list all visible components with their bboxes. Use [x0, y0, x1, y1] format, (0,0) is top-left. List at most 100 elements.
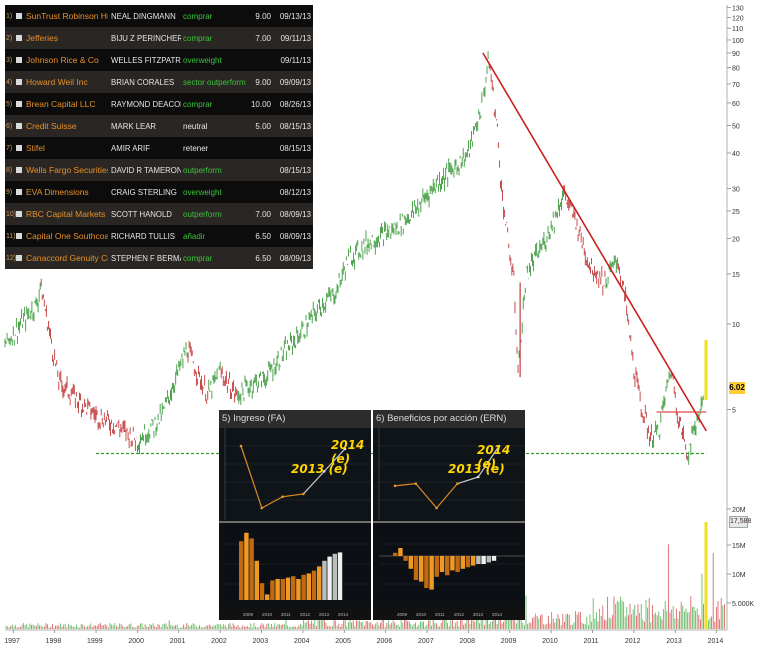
- inset-bar: [450, 556, 455, 571]
- rating-text: overweight: [183, 187, 222, 197]
- inset-bar: [301, 574, 306, 600]
- inset-bar: [408, 556, 414, 569]
- revenue-inset-chart: 2009 2010 2011 2012 2013 2014: [219, 428, 371, 617]
- price-tick-label: 110: [732, 26, 743, 33]
- rating-index: 9): [6, 188, 13, 196]
- inset-bar: [439, 556, 445, 572]
- firm-name: SunTrust Robinson Humphrey: [26, 11, 108, 21]
- inset-x-tick: 2009: [243, 612, 254, 617]
- inset-line-segment: [394, 483, 416, 487]
- rating-row: 6) Credit Suisse MARK LEAR neutral 5.00 08/15…: [5, 115, 313, 137]
- inset-bar: [471, 556, 476, 566]
- inset-bar: [249, 538, 254, 600]
- firm-name: Stifel: [26, 143, 45, 153]
- inset-x-tick: 2013: [319, 612, 330, 617]
- analyst-name: STEPHEN F BERMAN: [111, 253, 181, 263]
- year-tick-label: 2008: [459, 638, 475, 645]
- inset-upper-panel: [219, 428, 371, 520]
- price-tick-label: 90: [732, 51, 740, 58]
- rating-date: 08/15/13: [279, 165, 311, 175]
- checkbox-icon: [16, 79, 22, 85]
- rating-index: 12): [6, 254, 17, 262]
- inset-line-segment: [415, 483, 438, 509]
- inset-bar: [486, 556, 492, 563]
- inset-bar: [291, 576, 296, 600]
- inset-bar: [270, 580, 275, 600]
- rating-text: añadir: [183, 231, 206, 241]
- rating-index: 5): [6, 100, 13, 108]
- volume-tick-label: 10M: [732, 572, 746, 579]
- price-tick-label: 130: [732, 6, 744, 13]
- inset-title: 5) Ingreso (FA): [219, 410, 371, 428]
- target-price: 9.00: [255, 11, 271, 21]
- inset-line-segment: [282, 493, 304, 498]
- analyst-name: BIJU Z PERINCHERIL: [111, 33, 181, 43]
- inset-bar: [398, 548, 403, 556]
- inset-line-point: [476, 475, 480, 479]
- inset-bar: [460, 556, 466, 569]
- inset-line-point: [393, 484, 397, 488]
- inset-x-tick: 2014: [338, 612, 349, 617]
- checkbox-icon: [16, 13, 22, 19]
- inset-bar: [244, 532, 249, 600]
- analyst-name: DAVID R TAMERON: [111, 165, 181, 175]
- rating-row: 8) Wells Fargo Securities, LLCDAVID R TAM…: [5, 159, 313, 181]
- eps-inset-panel: 6) Beneficios por acción (ERN) 2009 2010 2…: [373, 410, 525, 620]
- volume-tick-label: 20M: [732, 507, 746, 514]
- rating-date: 09/13/13: [279, 11, 311, 21]
- price-tick-label: 100: [732, 38, 744, 45]
- rating-date: 08/09/13: [279, 231, 311, 241]
- firm-name: Howard Weil Inc: [26, 77, 88, 87]
- inset-bar: [254, 560, 260, 600]
- downtrend-line: [482, 52, 708, 432]
- year-tick-label: 2007: [418, 638, 434, 645]
- revenue-inset-panel: 5) Ingreso (FA) 2009 2010 2011 2012 2013 2014…: [219, 410, 371, 620]
- inset-line-segment: [240, 445, 263, 509]
- inset-line-point: [414, 482, 418, 485]
- label-2013-estimate: 2013 (e): [291, 462, 348, 476]
- firm-name: RBC Capital Markets: [26, 209, 106, 219]
- inset-bar: [434, 556, 440, 577]
- inset-line-point: [497, 444, 501, 448]
- inset-x-tick: 2010: [262, 612, 273, 617]
- inset-bar: [327, 556, 332, 600]
- inset-bar: [275, 579, 280, 600]
- target-price: 6.50: [255, 231, 271, 241]
- price-tick-label: 120: [732, 16, 744, 23]
- inset-bar: [259, 583, 265, 600]
- inset-bar: [337, 552, 343, 600]
- checkbox-icon: [16, 101, 22, 107]
- firm-name: Brean Capital LLC: [26, 99, 96, 109]
- year-tick-label: 1999: [87, 638, 103, 645]
- inset-line-point: [260, 506, 264, 510]
- inset-line-point: [302, 492, 305, 496]
- inset-upper-panel: [373, 428, 525, 520]
- price-tick-label: 80: [732, 66, 740, 73]
- rating-text: neutral: [183, 121, 208, 131]
- inset-bar: [280, 579, 286, 600]
- price-tick-label: 70: [732, 82, 740, 89]
- year-tick-label: 2012: [625, 638, 641, 645]
- inset-x-tick: 2009: [397, 612, 408, 617]
- firm-name: EVA Dimensions: [26, 187, 89, 197]
- rating-row: 4) Howard Weil Inc BRIAN CORALES sector out…: [5, 71, 313, 93]
- checkbox-icon: [16, 255, 22, 261]
- firm-name: Jefferies: [26, 33, 58, 43]
- year-tick-label: 2013: [666, 638, 682, 645]
- rating-row: 5) Brean Capital LLC RAYMOND DEACON comprar…: [5, 93, 313, 115]
- analyst-ratings-table: 1) SunTrust Robinson HumphreyNEAL DINGMAN…: [5, 5, 313, 269]
- rating-row: 10) RBC Capital Markets SCOTT HANOLD outper…: [5, 203, 313, 225]
- checkbox-icon: [16, 123, 22, 129]
- year-tick-label: 2009: [501, 638, 517, 645]
- rating-text: retener: [183, 143, 209, 153]
- current-price-tag: 6.02: [729, 382, 745, 394]
- firm-name: Capital One Southcoast, Inc.: [26, 231, 108, 241]
- rating-index: 8): [6, 166, 13, 174]
- target-price: 10.00: [250, 99, 271, 109]
- rating-row: 9) EVA Dimensions CRAIG STERLING overweight…: [5, 181, 313, 203]
- volume-tick-label: 15M: [732, 543, 746, 550]
- volume-bars: [5, 544, 725, 629]
- analyst-name: RAYMOND DEACON: [111, 99, 181, 109]
- current-volume-tag: 17,588: [729, 516, 751, 528]
- rating-text: outperform: [183, 165, 222, 175]
